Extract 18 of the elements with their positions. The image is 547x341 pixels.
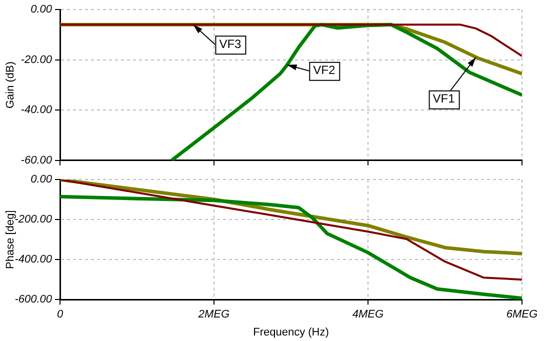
y-axis-title: Gain (dB) (4, 61, 17, 109)
y-tick-label: -600.00 (14, 294, 53, 306)
x-tick-label: 4MEG (352, 308, 384, 320)
annotation: VF3 (219, 36, 242, 51)
y-tick-label: -60.00 (20, 154, 53, 166)
x-tick-label: 6MEG (506, 308, 538, 320)
annotation: VF1 (432, 92, 456, 106)
y-tick-label: 0.00 (30, 4, 53, 16)
y-tick-label: -200.00 (14, 214, 53, 226)
annotation: VF2 (313, 63, 336, 78)
x-axis-title: Frequency (Hz) (253, 326, 329, 338)
y-tick-label: -400.00 (14, 254, 53, 266)
x-tick-label: 2MEG (197, 308, 230, 320)
y-axis-title: Phase [deg] (4, 210, 17, 269)
y-tick-label: -40.00 (20, 104, 53, 116)
y-tick-label: 0.00 (30, 174, 53, 186)
y-tick-label: -20.00 (20, 54, 53, 66)
x-tick-label: 0 (56, 308, 64, 320)
